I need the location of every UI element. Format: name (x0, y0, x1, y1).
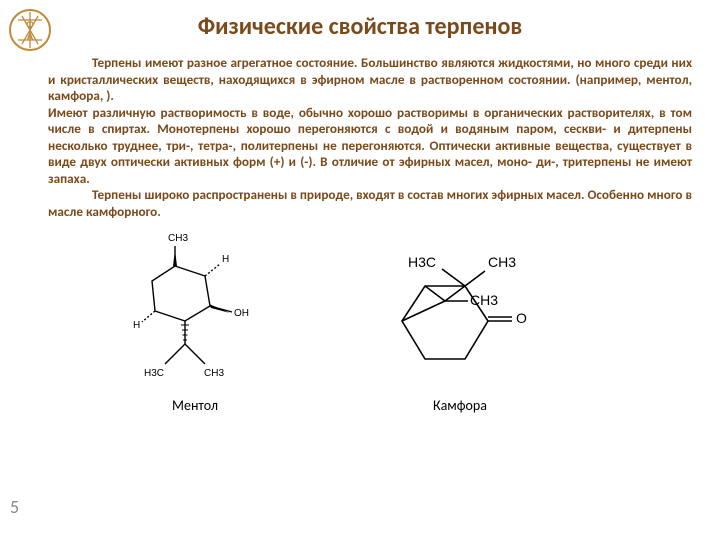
para2: Имеют различную растворимость в воде, об… (48, 104, 692, 187)
menthol-h1-label: H (222, 254, 229, 265)
menthol-diagram: CH3 OH H H H3C CH3 (130, 226, 260, 391)
structures-row: CH3 OH H H H3C CH3 Ментол (0, 226, 720, 414)
para3: Терпены широко распространены в природе,… (48, 186, 692, 220)
camphor-diagram: H3C CH3 CH3 O (370, 241, 550, 391)
camphor-caption: Камфора (433, 397, 487, 414)
menthol-oh-label: OH (234, 308, 249, 319)
body-text: Терпены имеют разное агрегатное состояни… (0, 55, 720, 220)
structure-menthol: CH3 OH H H H3C CH3 Ментол (130, 226, 260, 414)
para1-line1: Терпены имеют разное агрегатное состояни… (92, 54, 495, 71)
svg-text:А: А (27, 30, 34, 43)
camphor-ch3b-label: CH3 (470, 292, 498, 308)
page-title: Физические свойства терпенов (0, 0, 720, 41)
page-number: 5 (10, 496, 19, 518)
camphor-h3c-label: H3C (408, 254, 436, 270)
camphor-o-label: O (516, 310, 527, 326)
menthol-h3c-label: H3C (144, 368, 164, 379)
menthol-ch3b-label: CH3 (204, 368, 224, 379)
camphor-ch3a-label: CH3 (488, 254, 516, 270)
structure-camphor: H3C CH3 CH3 O Камфора (370, 241, 550, 414)
institution-logo: Ф А (8, 8, 52, 52)
menthol-ch3-label: CH3 (168, 233, 188, 244)
menthol-h2-label: H (133, 320, 140, 331)
menthol-caption: Ментол (172, 397, 218, 414)
